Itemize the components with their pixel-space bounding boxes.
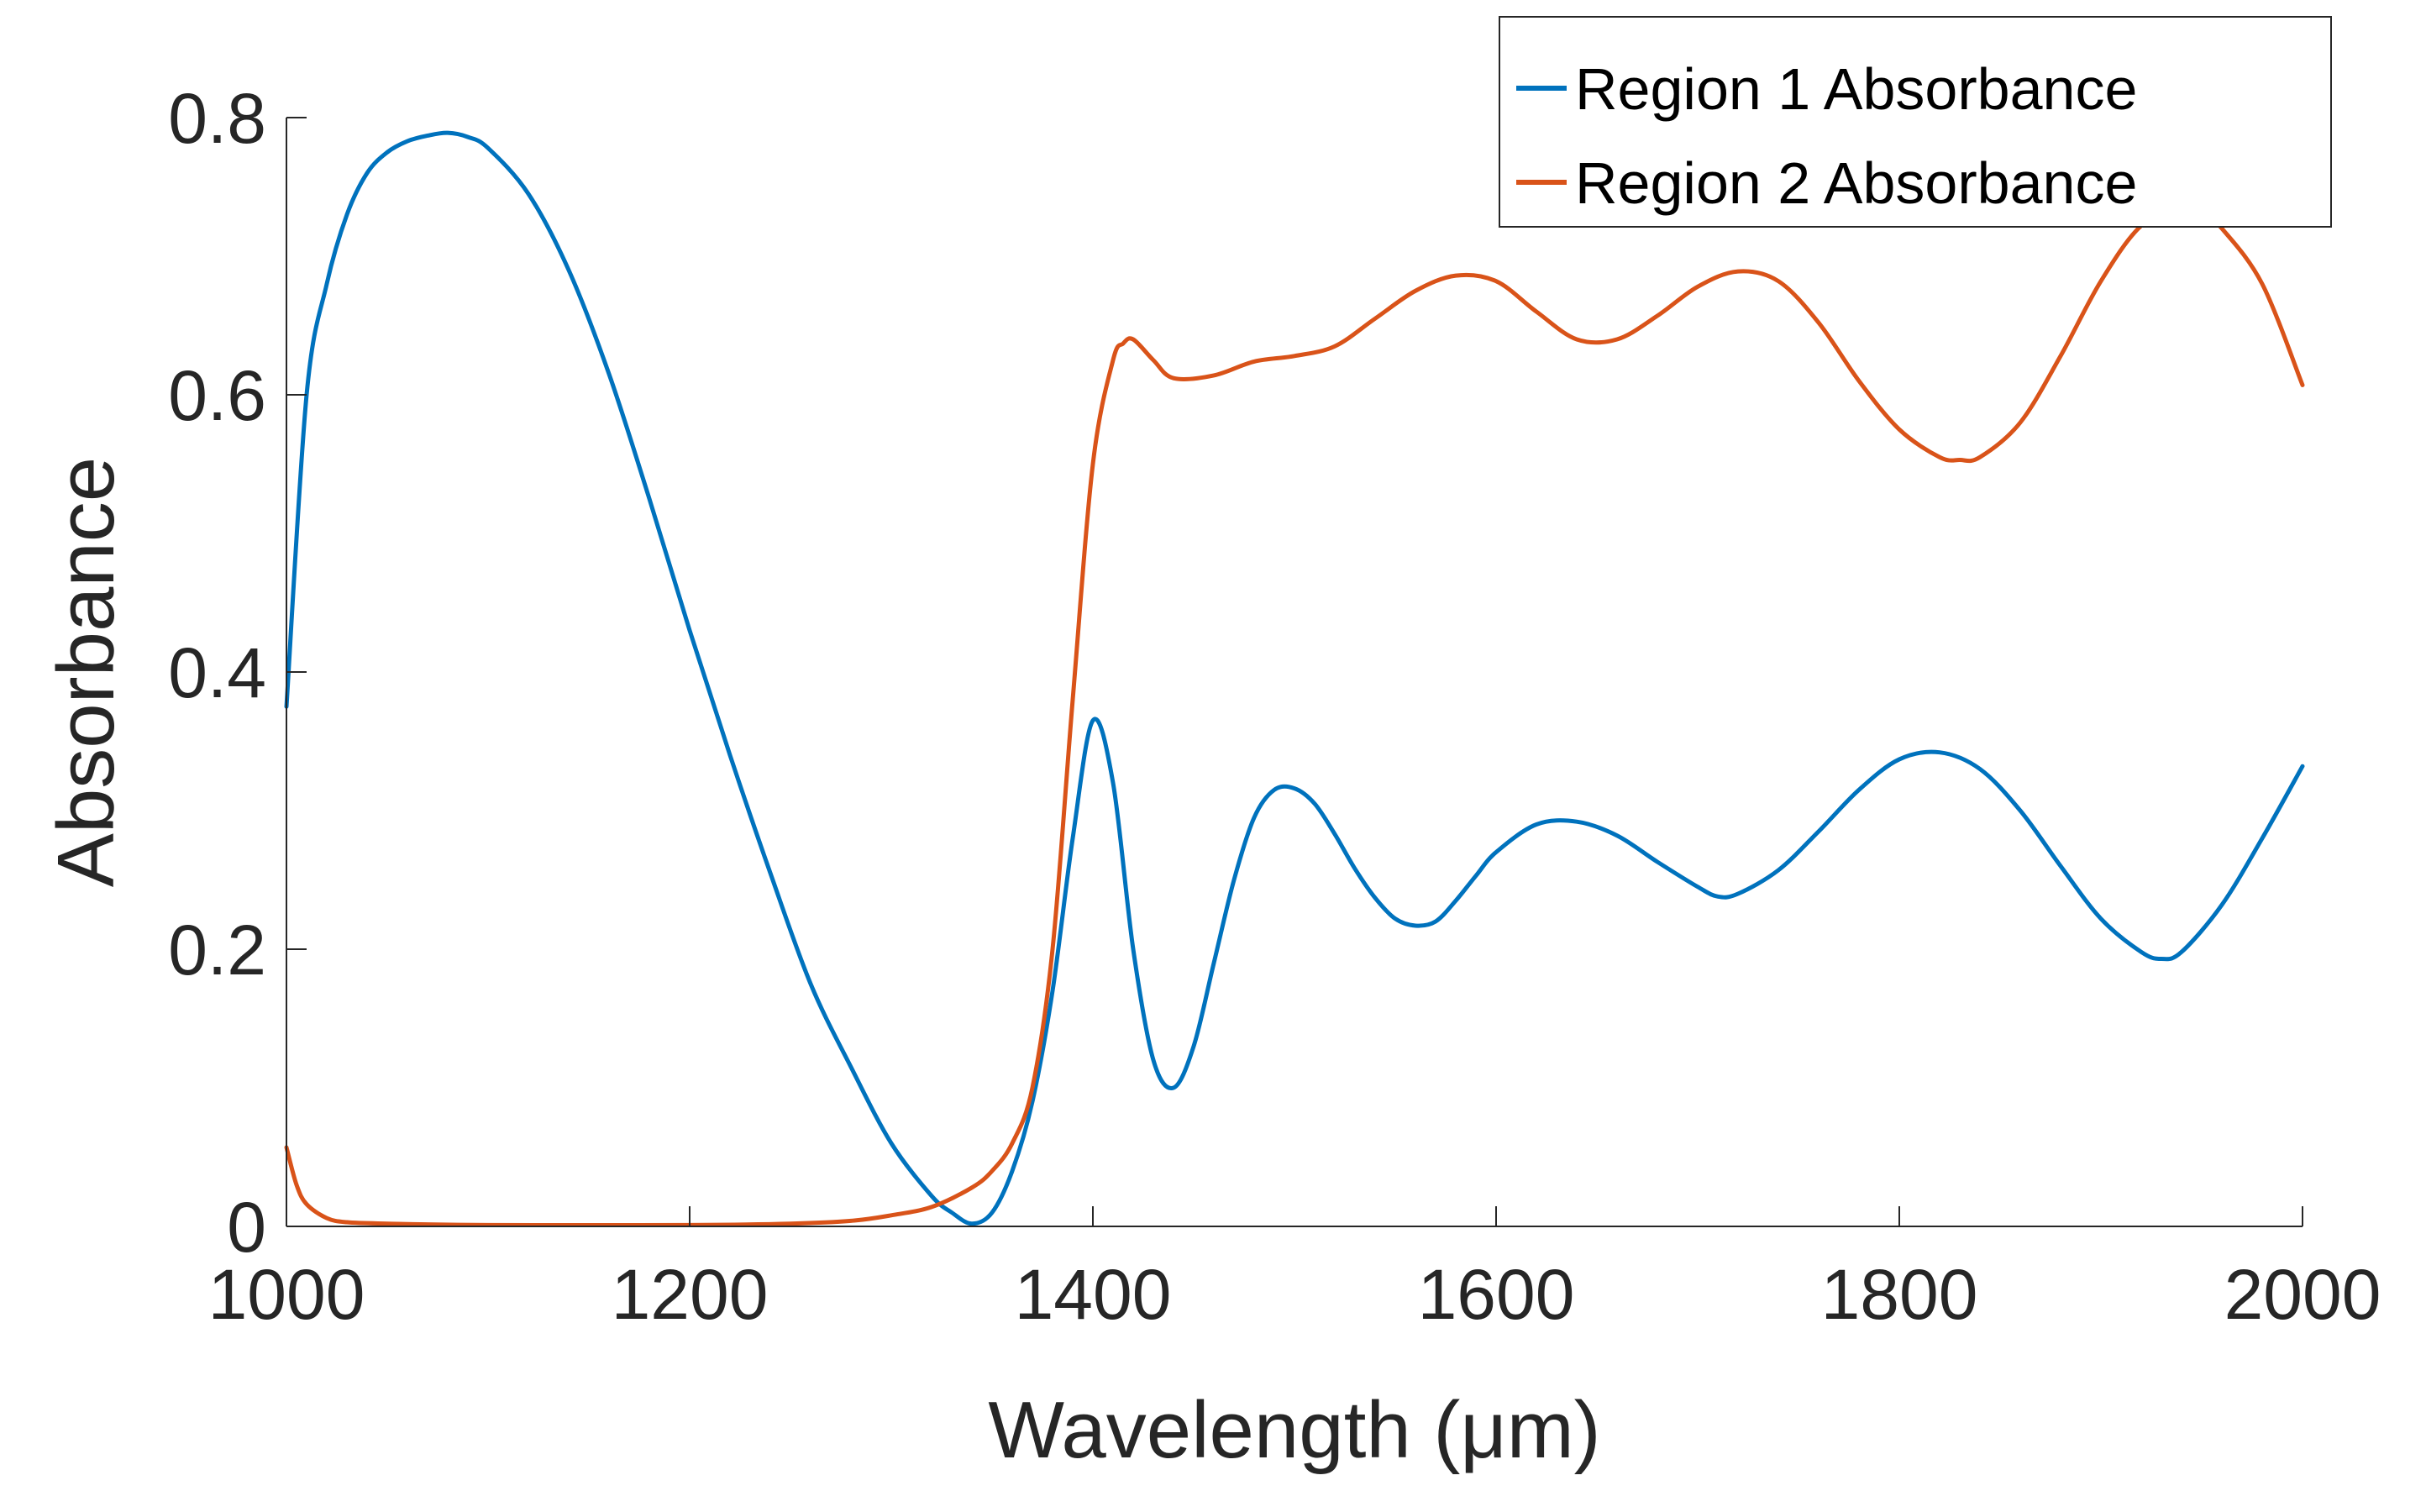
y-tick-label: 0.2 — [168, 911, 266, 990]
series-layer — [284, 130, 2305, 1228]
legend-box — [1499, 16, 2332, 228]
x-tick-label: 1800 — [1821, 1255, 1978, 1334]
y-tick-label: 0 — [227, 1188, 266, 1267]
legend-label-region-1: Region 1 Absorbance — [1575, 56, 2137, 122]
series-line-region-1 — [284, 130, 2305, 1226]
y-axis-label: Absorbance — [41, 457, 131, 887]
y-tick-label: 0.6 — [168, 356, 266, 435]
x-tick-label: 1400 — [1015, 1255, 1172, 1334]
axes-layer: 1000 1200 1400 1600 1800 2000 0 0.2 0.4 0.6 0.8 Wav… — [41, 79, 2381, 1475]
x-tick-label: 1000 — [208, 1255, 365, 1334]
legend: Region 1 Absorbance Region 2 Absorbance — [1499, 16, 2332, 228]
legend-label-region-2: Region 2 Absorbance — [1575, 150, 2137, 216]
y-tick-label: 0.8 — [168, 79, 266, 158]
series-line-region-2 — [284, 204, 2305, 1228]
x-axis-label: Wavelength (μm) — [988, 1385, 1600, 1475]
y-tick-label: 0.4 — [168, 633, 266, 712]
x-tick-label: 1600 — [1418, 1255, 1575, 1334]
x-tick-label: 2000 — [2224, 1255, 2381, 1334]
x-tick-label: 1200 — [612, 1255, 769, 1334]
